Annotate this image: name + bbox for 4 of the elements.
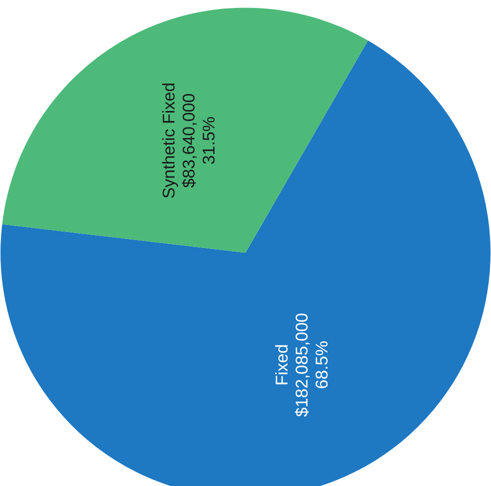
data-label: $182,085,000 68.5% <box>292 312 332 417</box>
slice-label: Fixed <box>272 344 292 386</box>
data-label: $83,640,000 31.5% <box>180 93 219 188</box>
slice-label: Synthetic Fixed <box>160 82 179 199</box>
